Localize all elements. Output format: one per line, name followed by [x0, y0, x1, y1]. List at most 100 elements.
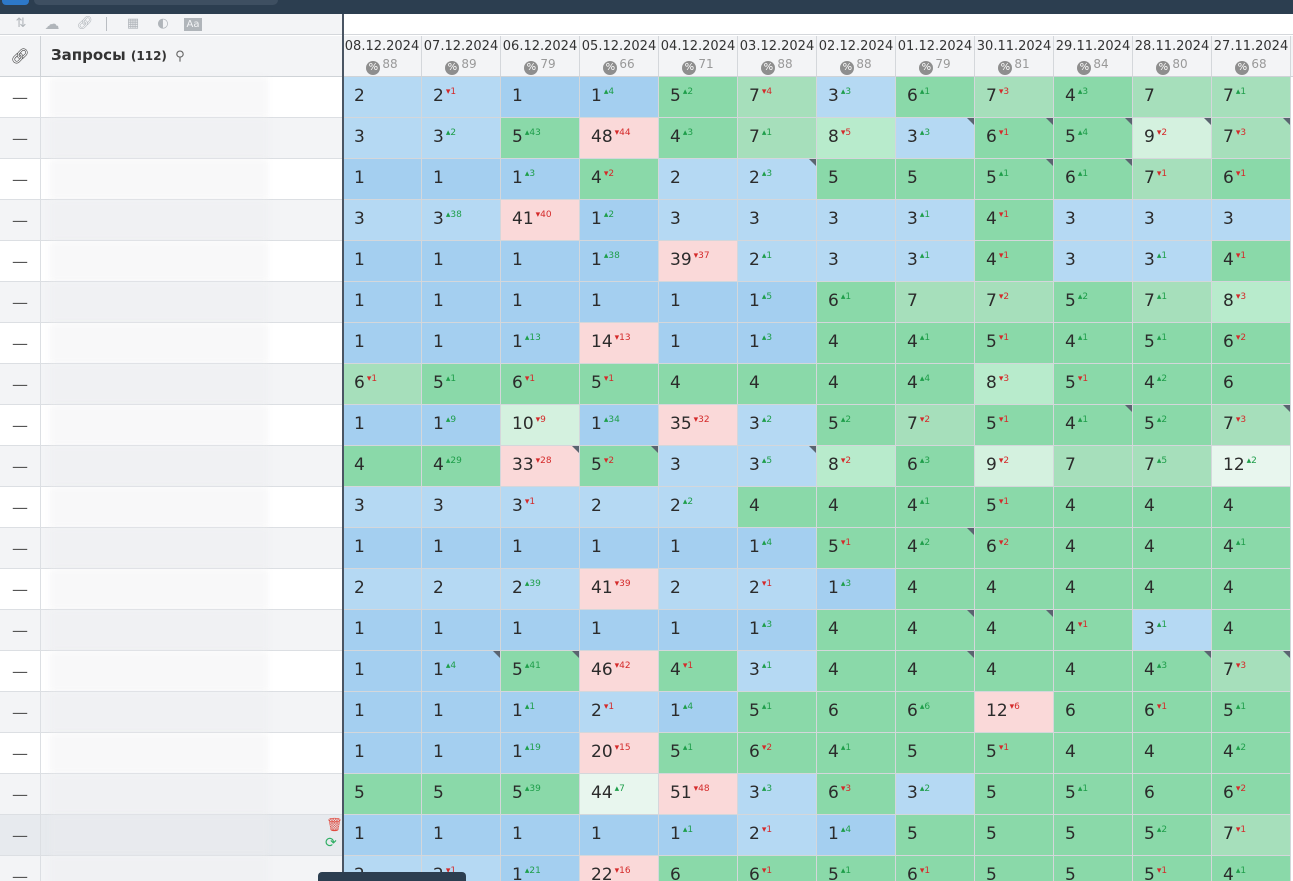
position-cell[interactable]: 6 ▾1: [343, 364, 422, 405]
position-cell[interactable]: 9 ▾2: [975, 446, 1054, 487]
position-cell[interactable]: 5 ▾1: [1133, 856, 1212, 881]
position-cell[interactable]: 5: [975, 856, 1054, 881]
position-cell[interactable]: 1 ▴1: [501, 692, 580, 733]
row-toggle-icon[interactable]: —: [0, 651, 41, 691]
position-cell[interactable]: 4: [817, 364, 896, 405]
row-toggle-icon[interactable]: —: [0, 692, 41, 732]
position-cell[interactable]: 4 ▴1: [817, 733, 896, 774]
position-cell[interactable]: 1 ▴3: [817, 569, 896, 610]
position-cell[interactable]: 9 ▾2: [1133, 118, 1212, 159]
position-cell[interactable]: 6 ▾1: [1212, 159, 1291, 200]
position-cell[interactable]: 6 ▾2: [738, 733, 817, 774]
position-cell[interactable]: 12 ▴2: [1212, 446, 1291, 487]
position-cell[interactable]: 3 ▴1: [896, 200, 975, 241]
position-cell[interactable]: 1: [422, 528, 501, 569]
keyword-row[interactable]: —: [0, 323, 342, 364]
position-cell[interactable]: 5 ▴1: [1133, 323, 1212, 364]
position-cell[interactable]: 7 ▾3: [1212, 651, 1291, 692]
position-cell[interactable]: 1: [659, 528, 738, 569]
position-cell[interactable]: 1: [343, 815, 422, 856]
position-cell[interactable]: 1: [422, 815, 501, 856]
keyword-row[interactable]: —: [0, 651, 342, 692]
position-cell[interactable]: 1: [343, 651, 422, 692]
position-cell[interactable]: 4 ▴3: [1054, 77, 1133, 118]
position-cell[interactable]: 3: [817, 241, 896, 282]
position-cell[interactable]: 1: [580, 528, 659, 569]
position-cell[interactable]: 6 ▾3: [817, 774, 896, 815]
keyword-row[interactable]: —: [0, 774, 342, 815]
position-cell[interactable]: 4 ▴1: [1054, 323, 1133, 364]
position-cell[interactable]: 5 ▴2: [659, 77, 738, 118]
position-cell[interactable]: 4 ▾1: [975, 241, 1054, 282]
position-cell[interactable]: 4: [975, 569, 1054, 610]
position-cell[interactable]: 1: [501, 282, 580, 323]
position-cell[interactable]: 1 ▴19: [501, 733, 580, 774]
note-marker[interactable]: [651, 446, 658, 453]
keyword-row[interactable]: —: [0, 733, 342, 774]
position-cell[interactable]: 5 ▾1: [975, 405, 1054, 446]
position-cell[interactable]: 4: [975, 610, 1054, 651]
row-toggle-icon[interactable]: —: [0, 569, 41, 609]
position-cell[interactable]: 3: [422, 487, 501, 528]
note-marker[interactable]: [572, 651, 579, 658]
date-column-header[interactable]: 30.11.2024% 81: [975, 36, 1054, 76]
position-cell[interactable]: 6 ▾1: [501, 364, 580, 405]
position-cell[interactable]: 3 ▴38: [422, 200, 501, 241]
row-toggle-icon[interactable]: —: [0, 364, 41, 404]
position-cell[interactable]: 6 ▾2: [975, 528, 1054, 569]
position-cell[interactable]: 3: [659, 200, 738, 241]
position-cell[interactable]: 5 ▴2: [817, 405, 896, 446]
position-cell[interactable]: 4: [1054, 528, 1133, 569]
position-cell[interactable]: 33 ▾28: [501, 446, 580, 487]
position-cell[interactable]: 3 ▴2: [738, 405, 817, 446]
link-icon[interactable]: 🔗︎: [0, 36, 41, 76]
row-toggle-icon[interactable]: —: [0, 856, 41, 881]
pane-divider[interactable]: [342, 14, 344, 881]
note-marker[interactable]: [1204, 118, 1211, 125]
position-cell[interactable]: 1: [343, 282, 422, 323]
keyword-row[interactable]: —: [0, 159, 342, 200]
keyword-row[interactable]: —: [0, 692, 342, 733]
position-cell[interactable]: 4 ▴3: [1133, 651, 1212, 692]
trash-icon[interactable]: 🗑︎: [326, 818, 343, 833]
position-cell[interactable]: 3: [1133, 200, 1212, 241]
position-cell[interactable]: 41 ▾40: [501, 200, 580, 241]
note-marker[interactable]: [1283, 651, 1290, 658]
position-cell[interactable]: 4: [1212, 487, 1291, 528]
position-cell[interactable]: 6: [817, 692, 896, 733]
position-cell[interactable]: 3: [738, 200, 817, 241]
note-marker[interactable]: [1125, 159, 1132, 166]
keyword-row[interactable]: —: [0, 118, 342, 159]
position-cell[interactable]: 4: [896, 610, 975, 651]
position-cell[interactable]: 4 ▾1: [1212, 241, 1291, 282]
link-toggle-icon[interactable]: 🔗︎: [76, 16, 94, 31]
position-cell[interactable]: 6 ▾1: [896, 856, 975, 881]
date-column-header[interactable]: 02.12.2024% 88: [817, 36, 896, 76]
position-cell[interactable]: 3: [1054, 200, 1133, 241]
position-cell[interactable]: 1 ▴9: [422, 405, 501, 446]
position-cell[interactable]: 1: [501, 815, 580, 856]
position-cell[interactable]: 5: [1054, 815, 1133, 856]
position-cell[interactable]: 3 ▴1: [738, 651, 817, 692]
position-cell[interactable]: 6 ▾2: [1212, 774, 1291, 815]
position-cell[interactable]: 41 ▾39: [580, 569, 659, 610]
position-cell[interactable]: 4 ▴1: [1212, 528, 1291, 569]
note-marker[interactable]: [1283, 118, 1290, 125]
position-cell[interactable]: 6 ▴6: [896, 692, 975, 733]
position-cell[interactable]: 1: [501, 528, 580, 569]
position-cell[interactable]: 6 ▴3: [896, 446, 975, 487]
position-cell[interactable]: 4: [817, 610, 896, 651]
row-toggle-icon[interactable]: —: [0, 159, 41, 199]
position-cell[interactable]: 1: [422, 241, 501, 282]
position-cell[interactable]: 6 ▴1: [896, 77, 975, 118]
date-column-header[interactable]: 06.12.2024% 79: [501, 36, 580, 76]
position-cell[interactable]: 3: [1054, 241, 1133, 282]
date-column-header[interactable]: 01.12.2024% 79: [896, 36, 975, 76]
position-cell[interactable]: 1 ▴4: [738, 528, 817, 569]
position-cell[interactable]: 2: [422, 569, 501, 610]
project-selector[interactable]: [34, 0, 278, 5]
position-cell[interactable]: 3 ▾1: [501, 487, 580, 528]
date-column-header[interactable]: 28.11.2024% 80: [1133, 36, 1212, 76]
row-toggle-icon[interactable]: —: [0, 77, 41, 117]
position-cell[interactable]: 39 ▾37: [659, 241, 738, 282]
